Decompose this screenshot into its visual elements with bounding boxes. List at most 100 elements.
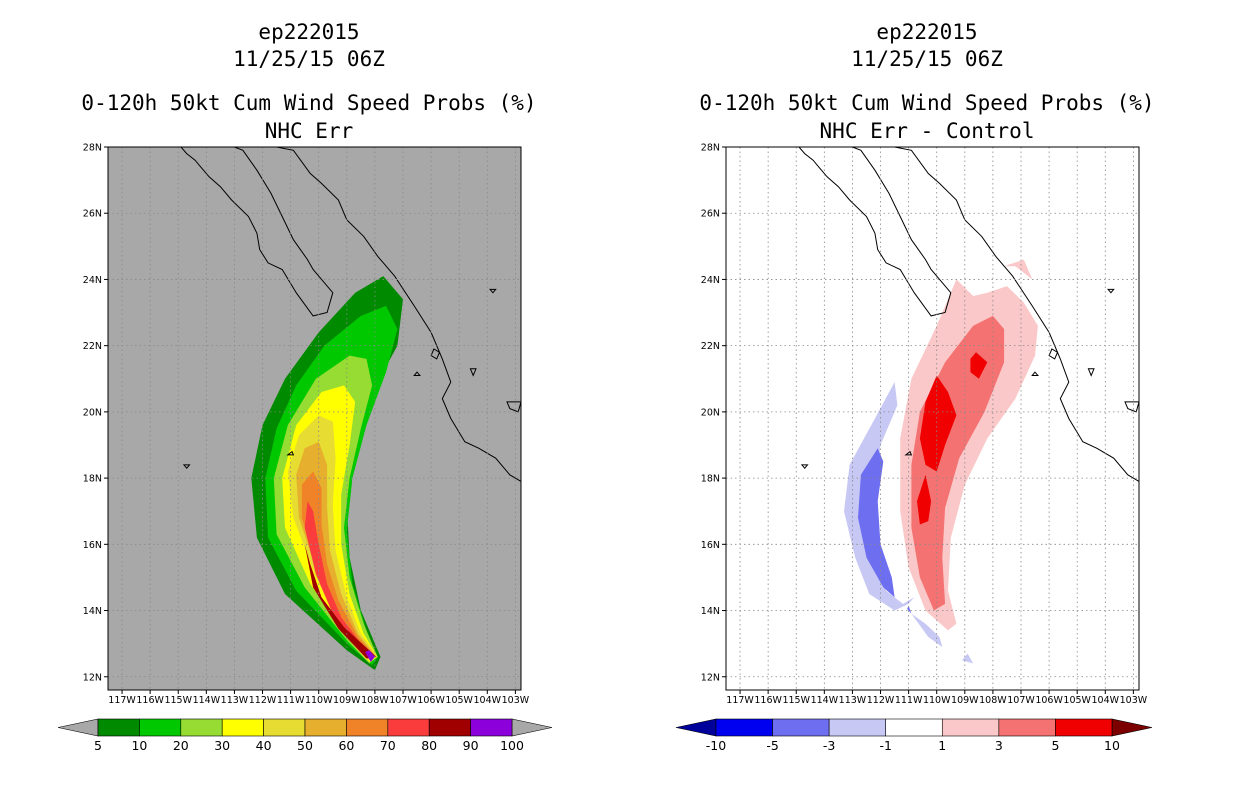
colorbar-label: 70 [380,738,396,753]
variable-title: 0-120h 50kt Cum Wind Speed Probs (%) [699,91,1155,115]
colorbar-label: 5 [1051,738,1059,753]
y-tick-label: 20N [83,407,102,418]
y-tick-label: 22N [701,341,720,352]
colorbar-label: 40 [256,738,272,753]
datetime-subtitle: 11/25/15 06Z [233,47,385,71]
island-outline [286,450,295,456]
x-tick-label: 115W [782,695,810,706]
x-tick-label: 103W [502,695,530,706]
colorbar-label: 90 [463,738,479,753]
x-tick-label: 109W [333,695,361,706]
colorbar-label: 60 [338,738,354,753]
x-tick-label: 117W [726,695,754,706]
island-outline [182,464,191,469]
x-tick-label: 117W [108,695,136,706]
colorbar-segment [387,718,430,737]
colorbar-label: 30 [214,738,230,753]
colorbar-segment [941,718,1000,737]
plot-area [798,147,1139,664]
x-tick-label: 104W [1092,695,1120,706]
colorbar-low-end [57,718,99,737]
x-tick-label: 111W [277,695,305,706]
wind-probability-map: 117W 116W 115W 114W 113W 112W 111W 110W 109W 108W… [57,143,553,753]
x-tick-label: 114W [193,695,221,706]
x-tick-label: 107W [389,695,417,706]
colorbar-label: 5 [94,738,102,753]
y-tick-label: 22N [83,341,102,352]
colorbar-label: 50 [297,738,313,753]
plot-frame [107,146,522,691]
colorbar-segment [828,718,887,737]
x-tick-label: 110W [923,695,951,706]
x-tick-label: 110W [305,695,333,706]
storm-id-title: ep222015 [258,20,360,44]
coastline [180,147,334,317]
colorbar-segment [346,718,389,737]
y-tick-label: 28N [701,143,720,154]
colorbar: 5 10 20 30 40 50 60 70 80 90 100 [57,718,553,753]
y-tick-label: 20N [701,407,720,418]
left-panel: ep222015 11/25/15 06Z 0-120h 50kt Cum Wi… [57,20,553,753]
colorbar-segment [221,718,264,737]
x-tick-label: 113W [221,695,249,706]
y-tick-label: 18N [83,474,102,485]
coastline [276,147,521,482]
colorbar-segment [772,718,830,737]
island-outline [413,371,421,376]
colorbar-segment [304,718,347,737]
contour--3 [907,605,912,614]
colorbar-label: 3 [995,738,1003,753]
y-tick-label: 26N [701,209,720,220]
contour--1 [962,653,974,664]
x-tick-label: 111W [895,695,923,706]
island-outline [430,348,441,360]
x-tick-label: 108W [979,695,1007,706]
right-panel: ep222015 11/25/15 06Z 0-120h 50kt Cum Wi… [618,0,1236,800]
island-outline [469,368,477,377]
colorbar-segment [263,718,306,737]
colorbar-label: -5 [766,738,778,753]
x-tick-label: 105W [445,695,473,706]
island-outline [1124,401,1139,413]
x-tick-label: 106W [417,695,445,706]
coastline [798,147,952,317]
x-tick-label: 108W [361,695,389,706]
island-outline [800,464,809,469]
colorbar-high-end [1111,718,1153,737]
colorbar-segment [715,718,773,737]
y-tick-label: 16N [83,540,102,551]
x-tick-label: 112W [249,695,277,706]
island-outline [1048,348,1059,360]
island-outline [904,450,913,456]
x-tick-label: 115W [164,695,192,706]
y-tick-label: 14N [701,606,720,617]
x-tick-label: 103W [1120,695,1148,706]
wind-probability-difference-map: 117W 116W 115W 114W 113W 112W 111W 110W 109W 108W… [675,143,1153,753]
island-outline [1031,371,1039,376]
colorbar-label: 10 [131,738,147,753]
contour-5 [917,474,932,525]
contour-5 [970,352,988,379]
product-title: NHC Err - Control [819,119,1035,143]
colorbar-segment [470,718,513,737]
contour--3 [858,448,895,598]
plot-frame [725,146,1140,691]
x-tick-label: 113W [839,695,867,706]
y-tick-label: 26N [83,209,102,220]
contour--1 [844,382,915,611]
colorbar-label: -1 [879,738,891,753]
colorbar-segment [97,718,140,737]
y-tick-label: 24N [701,275,720,286]
colorbar-segment [1055,718,1113,737]
x-tick-label: 107W [1007,695,1035,706]
x-tick-label: 106W [1035,695,1063,706]
x-tick-label: 116W [136,695,164,706]
y-tick-label: 16N [701,540,720,551]
island-outline [489,288,497,294]
colorbar: -10 -5 -3 -1 1 3 5 10 [675,718,1153,753]
product-title: NHC Err [264,119,354,143]
x-tick-label: 105W [1063,695,1091,706]
y-tick-label: 14N [83,606,102,617]
colorbar-segment [180,718,223,737]
x-tick-label: 114W [811,695,839,706]
